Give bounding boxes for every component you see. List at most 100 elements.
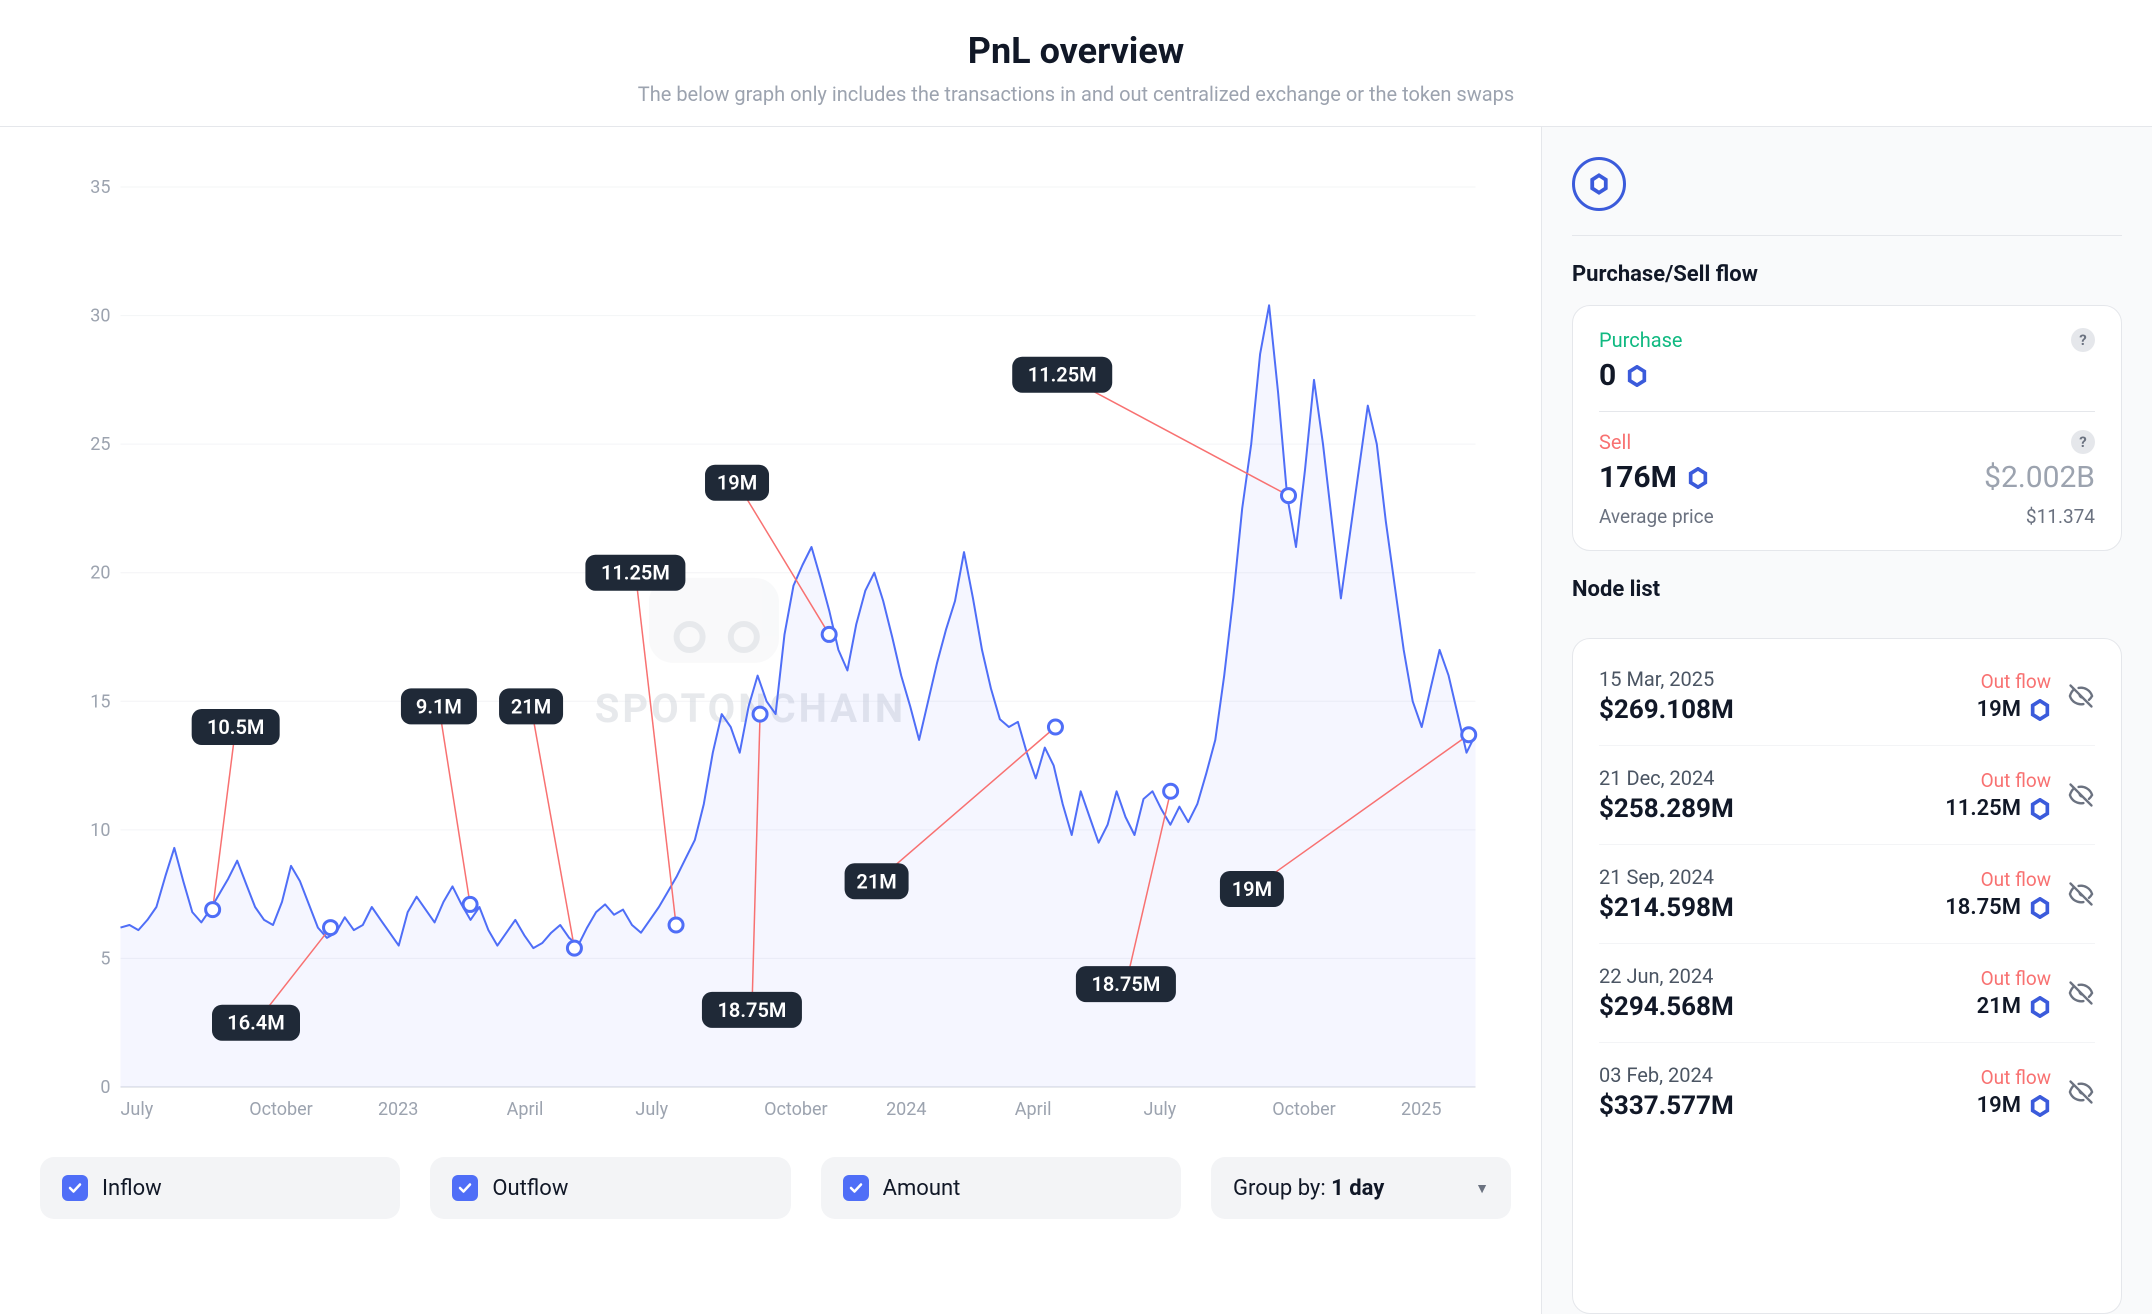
purchase-label: Purchase [1599, 328, 1683, 352]
outflow-toggle[interactable]: Outflow [430, 1157, 790, 1219]
chart-svg: 05101520253035JulyOctober2023AprilJulyOc… [40, 167, 1511, 1127]
svg-text:21M: 21M [856, 869, 896, 893]
svg-text:October: October [1272, 1099, 1336, 1120]
svg-text:15: 15 [90, 691, 110, 712]
svg-text:11.25M: 11.25M [1028, 363, 1097, 387]
svg-text:19M: 19M [1232, 877, 1272, 901]
chainlink-icon [2029, 699, 2051, 721]
page-title: PnL overview [0, 30, 2152, 72]
sell-label: Sell [1599, 430, 1631, 454]
svg-text:July: July [635, 1099, 668, 1120]
node-date: 21 Dec, 2024 [1599, 766, 1945, 790]
node-item[interactable]: 03 Feb, 2024 $337.577MOut flow 19M [1599, 1043, 2095, 1141]
chainlink-icon [2029, 1095, 2051, 1117]
outflow-label: Outflow [492, 1176, 568, 1201]
svg-text:20: 20 [90, 563, 110, 584]
groupby-select[interactable]: Group by: 1 day ▼ [1211, 1157, 1511, 1219]
node-flow-type: Out flow [1945, 868, 2051, 891]
svg-text:April: April [1015, 1099, 1052, 1120]
svg-text:2024: 2024 [886, 1099, 926, 1120]
avg-price-label: Average price [1599, 505, 1714, 528]
node-amount: $337.577M [1599, 1091, 1977, 1121]
checkbox-checked-icon [452, 1175, 478, 1201]
chainlink-icon [2029, 897, 2051, 919]
node-flow-type: Out flow [1945, 769, 2051, 792]
chainlink-icon [2029, 798, 2051, 820]
svg-text:July: July [1144, 1099, 1177, 1120]
node-date: 21 Sep, 2024 [1599, 865, 1945, 889]
node-amount: $258.289M [1599, 794, 1945, 824]
svg-text:18.75M: 18.75M [717, 998, 786, 1022]
help-icon[interactable]: ? [2071, 430, 2095, 454]
node-amount: $269.108M [1599, 695, 1977, 725]
node-amount: $294.568M [1599, 992, 1977, 1022]
chart-panel: 05101520253035JulyOctober2023AprilJulyOc… [0, 127, 1542, 1314]
svg-text:35: 35 [90, 177, 110, 198]
price-chart[interactable]: 05101520253035JulyOctober2023AprilJulyOc… [40, 167, 1511, 1127]
svg-text:9.1M: 9.1M [416, 694, 462, 718]
flow-section-title: Purchase/Sell flow [1572, 262, 2122, 287]
page-header: PnL overview The below graph only includ… [0, 0, 2152, 127]
checkbox-checked-icon [843, 1175, 869, 1201]
node-date: 03 Feb, 2024 [1599, 1063, 1977, 1087]
node-qty: 11.25M [1945, 796, 2051, 821]
node-qty: 19M [1977, 697, 2051, 722]
svg-text:0: 0 [100, 1077, 110, 1098]
eye-off-icon[interactable] [2067, 880, 2095, 908]
svg-text:October: October [249, 1099, 313, 1120]
chart-controls: Inflow Outflow Amount Group by: 1 [40, 1157, 1511, 1219]
groupby-label: Group by: 1 day [1233, 1176, 1384, 1201]
avg-price-value: $11.374 [2026, 505, 2095, 528]
token-badge [1572, 157, 2122, 236]
svg-text:October: October [764, 1099, 828, 1120]
svg-text:11.25M: 11.25M [601, 561, 670, 585]
sell-value: 176M [1599, 460, 1709, 495]
node-qty: 19M [1977, 1093, 2051, 1118]
svg-text:10.5M: 10.5M [207, 715, 264, 739]
help-icon[interactable]: ? [2071, 328, 2095, 352]
svg-text:30: 30 [90, 306, 110, 327]
svg-text:25: 25 [90, 434, 110, 455]
inflow-toggle[interactable]: Inflow [40, 1157, 400, 1219]
nodelist-section-title: Node list [1572, 577, 2122, 602]
eye-off-icon[interactable] [2067, 979, 2095, 1007]
svg-text:16.4M: 16.4M [227, 1011, 284, 1035]
node-list: 15 Mar, 2025$269.108MOut flow19M 21 Dec,… [1572, 638, 2122, 1314]
eye-off-icon[interactable] [2067, 1078, 2095, 1106]
svg-text:21M: 21M [511, 694, 551, 718]
eye-off-icon[interactable] [2067, 781, 2095, 809]
node-date: 15 Mar, 2025 [1599, 667, 1977, 691]
side-panel: Purchase/Sell flow Purchase ? 0 Sell ? [1542, 127, 2152, 1314]
chainlink-icon [1626, 365, 1648, 387]
node-item[interactable]: 15 Mar, 2025 $269.108MOut flow 19M [1599, 647, 2095, 746]
node-amount: $214.598M [1599, 893, 1945, 923]
svg-text:2023: 2023 [378, 1099, 418, 1120]
sell-usd: $2.002B [1984, 460, 2095, 495]
node-item[interactable]: 21 Sep, 2024$214.598MOut flow18.75M [1599, 845, 2095, 944]
amount-label: Amount [883, 1176, 961, 1201]
flow-card: Purchase ? 0 Sell ? 176M [1572, 305, 2122, 551]
node-flow-type: Out flow [1977, 1066, 2051, 1089]
node-flow-type: Out flow [1977, 967, 2051, 990]
node-date: 22 Jun, 2024 [1599, 964, 1977, 988]
node-item[interactable]: 22 Jun, 2024 $294.568MOut flow 21M [1599, 944, 2095, 1043]
node-flow-type: Out flow [1977, 670, 2051, 693]
amount-toggle[interactable]: Amount [821, 1157, 1181, 1219]
svg-text:18.75M: 18.75M [1091, 972, 1160, 996]
svg-text:April: April [507, 1099, 544, 1120]
svg-text:19M: 19M [717, 471, 757, 495]
svg-text:July: July [121, 1099, 154, 1120]
page-subtitle: The below graph only includes the transa… [0, 82, 2152, 106]
node-qty: 21M [1977, 994, 2051, 1019]
checkbox-checked-icon [62, 1175, 88, 1201]
node-item[interactable]: 21 Dec, 2024 $258.289MOut flow 11.25M [1599, 746, 2095, 845]
svg-text:5: 5 [100, 948, 110, 969]
eye-off-icon[interactable] [2067, 682, 2095, 710]
chainlink-icon [1586, 171, 1612, 197]
chainlink-icon [1687, 467, 1709, 489]
chevron-down-icon: ▼ [1475, 1180, 1489, 1197]
inflow-label: Inflow [102, 1176, 162, 1201]
svg-text:2025: 2025 [1401, 1099, 1441, 1120]
chainlink-icon [2029, 996, 2051, 1018]
purchase-value: 0 [1599, 358, 1648, 393]
